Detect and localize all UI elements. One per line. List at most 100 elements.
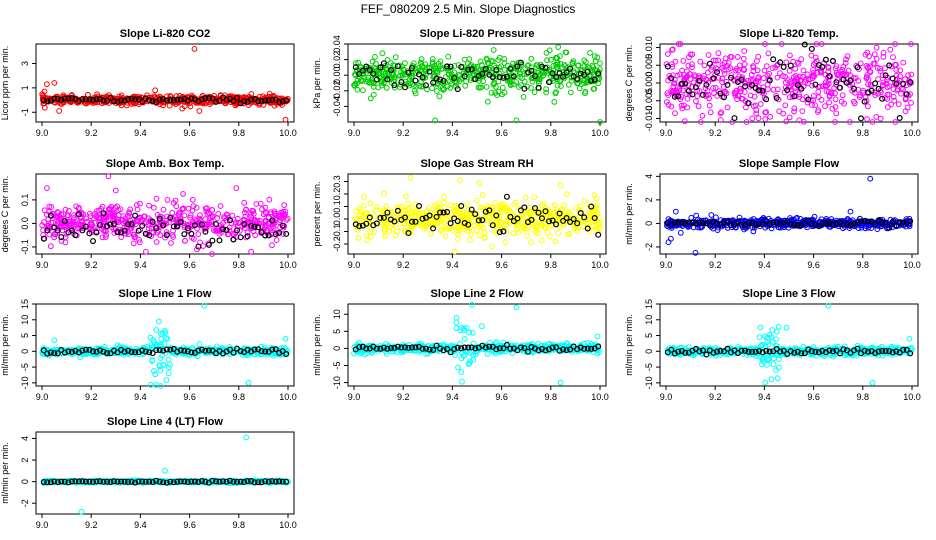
data-point — [77, 222, 83, 229]
data-point — [847, 119, 853, 125]
data-point — [484, 56, 491, 63]
data-point — [150, 204, 157, 211]
x-tick-label: 10.0 — [591, 392, 609, 402]
data-point — [569, 60, 576, 67]
x-tick-label: 9.0 — [36, 128, 49, 138]
data-point — [737, 88, 744, 95]
y-tick-label: 15 — [20, 299, 30, 309]
data-point — [799, 108, 806, 114]
data-point — [799, 96, 806, 103]
y-axis-label: kPa per min. — [312, 58, 322, 109]
x-tick-label: 9.4 — [758, 392, 771, 402]
data-point — [201, 222, 208, 228]
data-point — [706, 102, 713, 109]
data-point-selected — [556, 70, 563, 77]
x-tick-label: 9.8 — [545, 128, 558, 138]
y-tick-label: -10 — [20, 376, 30, 389]
data-point-selected — [241, 221, 248, 228]
data-point-selected — [198, 221, 205, 228]
data-point — [782, 79, 789, 86]
data-point — [248, 216, 255, 223]
panel-title: Slope Line 3 Flow — [743, 288, 836, 300]
data-point — [890, 54, 896, 61]
data-point-selected — [114, 98, 121, 105]
data-point — [787, 52, 793, 59]
outlier-point — [112, 187, 119, 194]
data-point-selected — [135, 227, 142, 234]
data-point-selected — [380, 60, 387, 67]
data-point — [41, 104, 48, 111]
data-point — [518, 82, 524, 89]
data-point — [761, 67, 768, 74]
x-tick-label: 9.2 — [85, 128, 98, 138]
x-tick-label: 9.2 — [85, 260, 98, 270]
data-point-selected — [114, 229, 121, 236]
data-point — [762, 41, 768, 47]
outlier-point — [191, 46, 198, 52]
data-point — [877, 68, 884, 74]
data-point — [182, 237, 188, 244]
data-point — [833, 63, 840, 70]
data-point — [755, 53, 762, 60]
y-tick-label: 0.00 — [332, 66, 342, 84]
x-tick-label: 9.6 — [807, 392, 820, 402]
x-tick-label: 9.8 — [857, 260, 870, 270]
data-point — [873, 44, 880, 51]
data-point — [757, 101, 764, 107]
data-point — [903, 82, 910, 89]
data-point-selected — [142, 230, 149, 237]
data-point — [765, 50, 772, 57]
data-point — [476, 232, 483, 239]
data-point — [115, 207, 122, 213]
data-point — [484, 60, 491, 66]
y-tick-label: 0 — [644, 221, 654, 226]
data-point — [851, 98, 857, 105]
data-point — [857, 60, 864, 67]
data-point — [122, 215, 129, 222]
panel-title: Slope Li-820 Temp. — [739, 28, 838, 40]
data-point — [581, 198, 588, 204]
data-point-selected — [93, 229, 100, 236]
data-point — [134, 206, 141, 213]
data-point — [156, 318, 162, 325]
data-point — [529, 78, 536, 85]
data-point — [815, 94, 822, 100]
data-point — [391, 74, 398, 81]
data-point-selected — [430, 79, 437, 86]
data-point-selected — [664, 63, 671, 70]
data-point — [432, 65, 439, 72]
y-tick-label: 0.02 — [332, 51, 342, 69]
y-tick-label: 0 — [20, 349, 30, 354]
data-point-selected — [89, 238, 96, 245]
data-point — [908, 71, 915, 78]
data-point — [473, 227, 480, 234]
data-point-selected — [591, 76, 598, 83]
data-point-selected — [61, 95, 68, 102]
data-point — [772, 64, 779, 71]
data-point-selected — [868, 87, 875, 94]
data-point — [367, 200, 374, 207]
plot-frame — [659, 303, 919, 387]
data-point-selected — [440, 77, 447, 84]
data-point — [180, 205, 187, 212]
data-point-selected — [276, 99, 283, 106]
data-point-selected — [763, 96, 770, 103]
data-point — [181, 212, 188, 219]
data-point-selected — [423, 82, 430, 89]
data-point — [890, 86, 897, 92]
data-point-selected — [377, 64, 384, 71]
data-point — [411, 60, 417, 67]
data-point — [170, 234, 177, 240]
data-point — [272, 216, 279, 223]
data-point-selected — [107, 221, 114, 228]
data-point-selected — [563, 69, 570, 76]
data-point — [734, 92, 741, 99]
x-tick-label: 10.0 — [279, 392, 297, 402]
data-point-selected — [181, 231, 188, 238]
data-point — [548, 56, 554, 63]
data-point-selected — [745, 100, 752, 107]
y-tick-label: 0.2 — [332, 188, 342, 201]
data-point — [787, 83, 794, 90]
data-point-selected — [156, 96, 163, 103]
data-point — [895, 101, 902, 108]
